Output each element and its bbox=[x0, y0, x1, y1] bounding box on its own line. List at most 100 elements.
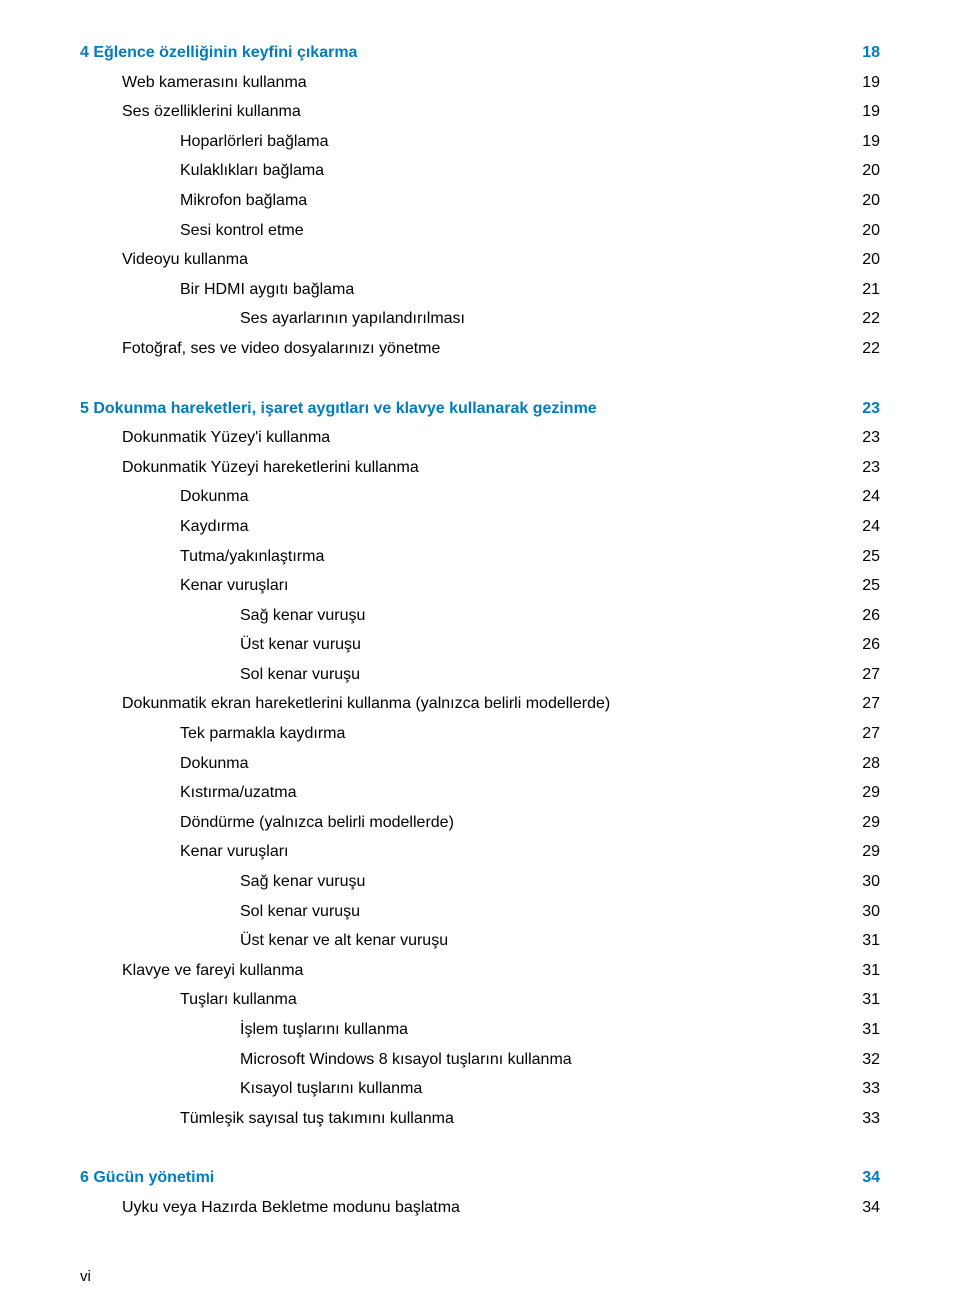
toc-entry[interactable]: Tuşları kullanma 31 bbox=[80, 985, 880, 1015]
toc-entry-page: 31 bbox=[856, 1015, 880, 1045]
toc-entry-page: 19 bbox=[856, 97, 880, 127]
toc-entry[interactable]: Microsoft Windows 8 kısayol tuşlarını ku… bbox=[80, 1045, 880, 1075]
toc-entry[interactable]: Ses ayarlarının yapılandırılması 22 bbox=[80, 304, 880, 334]
toc-entry[interactable]: Web kamerasını kullanma19 bbox=[80, 68, 880, 98]
toc-entry-label: 4 Eğlence özelliğinin keyfini çıkarma bbox=[80, 38, 357, 68]
toc-entry-label: Sesi kontrol etme bbox=[180, 216, 304, 246]
toc-entry-page: 31 bbox=[856, 985, 880, 1015]
toc-entry[interactable]: Sesi kontrol etme20 bbox=[80, 216, 880, 246]
toc-entry-page: 33 bbox=[856, 1074, 880, 1104]
toc-entry[interactable]: Hoparlörleri bağlama 19 bbox=[80, 127, 880, 157]
toc-entry[interactable]: Tutma/yakınlaştırma 25 bbox=[80, 542, 880, 572]
toc-entry-label: Videoyu kullanma bbox=[122, 245, 248, 275]
toc-entry[interactable]: Dokunma 24 bbox=[80, 482, 880, 512]
toc-entry[interactable]: Kısayol tuşlarını kullanma 33 bbox=[80, 1074, 880, 1104]
toc-entry-label: Fotoğraf, ses ve video dosyalarınızı yön… bbox=[122, 334, 440, 364]
toc-entry-page: 31 bbox=[856, 956, 880, 986]
toc-entry-label: Tümleşik sayısal tuş takımını kullanma bbox=[180, 1104, 454, 1134]
toc-entry[interactable]: İşlem tuşlarını kullanma 31 bbox=[80, 1015, 880, 1045]
toc-entry[interactable]: Kenar vuruşları 29 bbox=[80, 837, 880, 867]
toc-entry[interactable]: Dokunmatik Yüzey'i kullanma 23 bbox=[80, 423, 880, 453]
toc-entry[interactable]: Üst kenar ve alt kenar vuruşu31 bbox=[80, 926, 880, 956]
toc-entry-page: 22 bbox=[856, 304, 880, 334]
toc-entry[interactable]: Sağ kenar vuruşu26 bbox=[80, 601, 880, 631]
toc-entry[interactable]: Kaydırma 24 bbox=[80, 512, 880, 542]
toc-chapter-entry[interactable]: 6 Gücün yönetimi 34 bbox=[80, 1163, 880, 1193]
toc-entry[interactable]: Bir HDMI aygıtı bağlama21 bbox=[80, 275, 880, 305]
toc-entry[interactable]: Tümleşik sayısal tuş takımını kullanma 33 bbox=[80, 1104, 880, 1134]
table-of-contents: 4 Eğlence özelliğinin keyfini çıkarma18W… bbox=[80, 38, 880, 1223]
toc-entry-label: Dokunmatik Yüzeyi hareketlerini kullanma bbox=[122, 453, 419, 483]
toc-entry-label: 6 Gücün yönetimi bbox=[80, 1163, 214, 1193]
toc-entry[interactable]: Kıstırma/uzatma 29 bbox=[80, 778, 880, 808]
toc-entry[interactable]: Sol kenar vuruşu30 bbox=[80, 897, 880, 927]
toc-entry[interactable]: Döndürme (yalnızca belirli modellerde)29 bbox=[80, 808, 880, 838]
toc-entry-page: 20 bbox=[856, 186, 880, 216]
toc-entry[interactable]: Uyku veya Hazırda Bekletme modunu başlat… bbox=[80, 1193, 880, 1223]
toc-entry-label: Kıstırma/uzatma bbox=[180, 778, 296, 808]
toc-entry-page: 27 bbox=[856, 689, 880, 719]
toc-entry-label: Dokunma bbox=[180, 482, 248, 512]
toc-entry-page: 32 bbox=[856, 1045, 880, 1075]
toc-entry-label: Ses özelliklerini kullanma bbox=[122, 97, 301, 127]
toc-entry[interactable]: Videoyu kullanma20 bbox=[80, 245, 880, 275]
toc-entry-page: 22 bbox=[856, 334, 880, 364]
toc-entry[interactable]: Klavye ve fareyi kullanma 31 bbox=[80, 956, 880, 986]
toc-entry-page: 24 bbox=[856, 512, 880, 542]
toc-entry-label: Döndürme (yalnızca belirli modellerde) bbox=[180, 808, 454, 838]
toc-entry-label: Kısayol tuşlarını kullanma bbox=[240, 1074, 422, 1104]
toc-entry-label: Dokunmatik Yüzey'i kullanma bbox=[122, 423, 330, 453]
toc-entry[interactable]: Kulaklıkları bağlama20 bbox=[80, 156, 880, 186]
toc-chapter-entry[interactable]: 5 Dokunma hareketleri, işaret aygıtları … bbox=[80, 394, 880, 424]
toc-entry[interactable]: Fotoğraf, ses ve video dosyalarınızı yön… bbox=[80, 334, 880, 364]
toc-entry[interactable]: Dokunmatik ekran hareketlerini kullanma … bbox=[80, 689, 880, 719]
toc-entry-label: Mikrofon bağlama bbox=[180, 186, 307, 216]
toc-entry-label: Dokunmatik ekran hareketlerini kullanma … bbox=[122, 689, 610, 719]
toc-chapter-entry[interactable]: 4 Eğlence özelliğinin keyfini çıkarma18 bbox=[80, 38, 880, 68]
toc-entry-page: 23 bbox=[856, 423, 880, 453]
toc-entry-page: 29 bbox=[856, 778, 880, 808]
toc-entry[interactable]: Ses özelliklerini kullanma 19 bbox=[80, 97, 880, 127]
toc-entry[interactable]: Dokunma 28 bbox=[80, 749, 880, 779]
toc-entry-page: 25 bbox=[856, 542, 880, 572]
toc-entry[interactable]: Sağ kenar vuruşu30 bbox=[80, 867, 880, 897]
toc-entry-label: Kaydırma bbox=[180, 512, 248, 542]
toc-entry-label: Üst kenar ve alt kenar vuruşu bbox=[240, 926, 448, 956]
toc-entry-page: 28 bbox=[856, 749, 880, 779]
toc-entry-page: 23 bbox=[856, 394, 880, 424]
toc-entry-label: Ses ayarlarının yapılandırılması bbox=[240, 304, 465, 334]
toc-entry-label: Üst kenar vuruşu bbox=[240, 630, 361, 660]
toc-entry-page: 19 bbox=[856, 68, 880, 98]
toc-entry-label: Tuşları kullanma bbox=[180, 985, 297, 1015]
toc-entry[interactable]: Üst kenar vuruşu 26 bbox=[80, 630, 880, 660]
toc-entry-label: Klavye ve fareyi kullanma bbox=[122, 956, 303, 986]
toc-entry-page: 33 bbox=[856, 1104, 880, 1134]
toc-entry-page: 29 bbox=[856, 837, 880, 867]
toc-entry-page: 19 bbox=[856, 127, 880, 157]
toc-entry-page: 27 bbox=[856, 660, 880, 690]
toc-entry[interactable]: Kenar vuruşları25 bbox=[80, 571, 880, 601]
toc-entry-label: İşlem tuşlarını kullanma bbox=[240, 1015, 408, 1045]
toc-entry-label: Hoparlörleri bağlama bbox=[180, 127, 329, 157]
toc-entry[interactable]: Dokunmatik Yüzeyi hareketlerini kullanma… bbox=[80, 453, 880, 483]
toc-entry-label: Tutma/yakınlaştırma bbox=[180, 542, 324, 572]
toc-entry-page: 23 bbox=[856, 453, 880, 483]
toc-entry-label: Dokunma bbox=[180, 749, 248, 779]
toc-entry-page: 34 bbox=[856, 1163, 880, 1193]
toc-spacer bbox=[80, 364, 880, 394]
toc-entry-label: Kenar vuruşları bbox=[180, 571, 289, 601]
toc-entry-label: 5 Dokunma hareketleri, işaret aygıtları … bbox=[80, 394, 597, 424]
toc-spacer bbox=[80, 1133, 880, 1163]
toc-entry-label: Sol kenar vuruşu bbox=[240, 660, 360, 690]
toc-entry-page: 24 bbox=[856, 482, 880, 512]
toc-entry-page: 26 bbox=[856, 601, 880, 631]
toc-entry-label: Tek parmakla kaydırma bbox=[180, 719, 345, 749]
toc-entry[interactable]: Sol kenar vuruşu 27 bbox=[80, 660, 880, 690]
toc-entry-label: Bir HDMI aygıtı bağlama bbox=[180, 275, 354, 305]
toc-entry-label: Kenar vuruşları bbox=[180, 837, 289, 867]
toc-entry[interactable]: Tek parmakla kaydırma27 bbox=[80, 719, 880, 749]
toc-entry-page: 26 bbox=[856, 630, 880, 660]
toc-entry-page: 20 bbox=[856, 156, 880, 186]
toc-entry[interactable]: Mikrofon bağlama 20 bbox=[80, 186, 880, 216]
toc-entry-page: 34 bbox=[856, 1193, 880, 1223]
